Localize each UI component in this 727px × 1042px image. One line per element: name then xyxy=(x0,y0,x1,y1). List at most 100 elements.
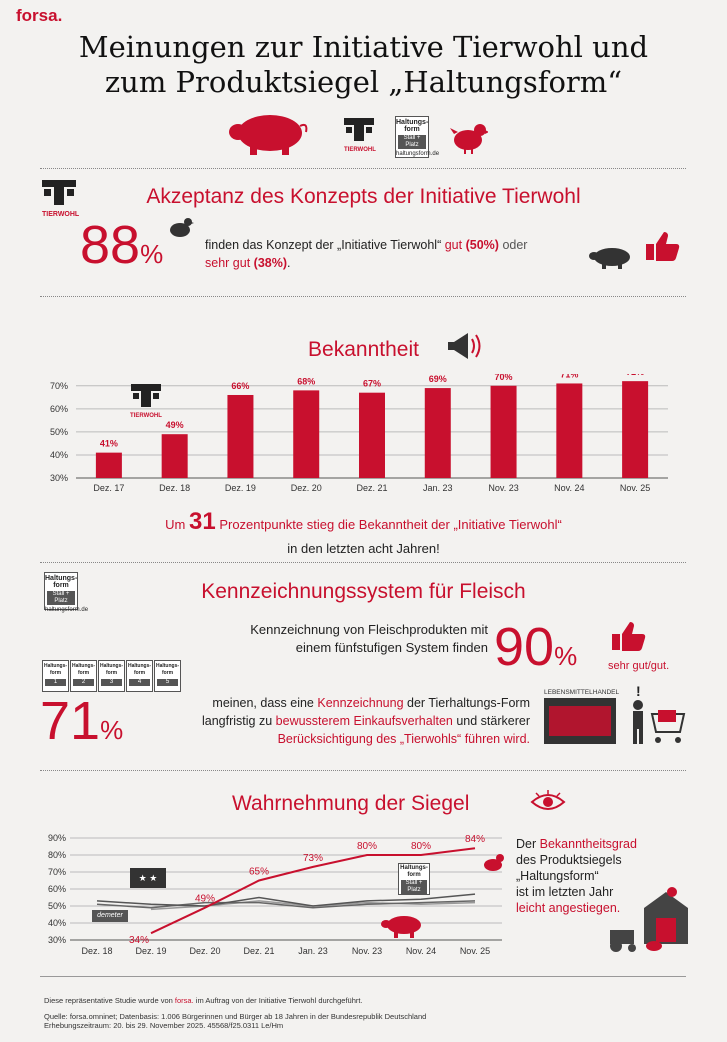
summary-number: 31 xyxy=(188,508,216,535)
seal-sub: Stall + Platz xyxy=(398,135,426,149)
tierwohl-logo-text: TIERWOHL xyxy=(344,147,376,153)
footer-forsa: forsa. xyxy=(174,996,194,1005)
line-xtick-label: Dez. 19 xyxy=(135,946,166,956)
label90-line2: einem fünfstufigen System finden xyxy=(295,640,488,655)
s4-text-a: Der xyxy=(516,837,537,851)
demeter-seal: demeter xyxy=(92,910,128,922)
haltungsform-seal-icon: Haltungs-form Stall + Platz haltungsform… xyxy=(395,116,440,158)
divider-5 xyxy=(40,976,686,977)
seal4-title: Haltungs-form xyxy=(400,865,428,878)
megaphone-icon xyxy=(448,333,481,359)
bar xyxy=(490,385,517,478)
line-xtick-label: Nov. 25 xyxy=(460,946,490,956)
seal-level-4: Haltungs-form 4 xyxy=(126,660,153,692)
seal-url: haltungsform.de xyxy=(396,151,440,157)
store-icon: LEBENSMITTELHANDEL xyxy=(544,689,620,745)
bar-ytick-label: 60% xyxy=(50,404,68,414)
acceptance-gut-pct: (50%) xyxy=(465,238,499,252)
s4-text-b: Bekanntheitsgrad xyxy=(539,837,637,851)
bar-xtick-label: Dez. 18 xyxy=(159,483,190,493)
tierwohl-logo-icon: TIERWOHL xyxy=(344,118,376,153)
bio-seal-icon: ★ ★ xyxy=(130,868,166,888)
seal-level-number: 1 xyxy=(45,679,66,686)
bar-ytick-label: 40% xyxy=(50,450,68,460)
seal-level-1: Haltungs-form 1 xyxy=(42,660,69,692)
seal-level-title: Haltungs-form xyxy=(155,663,180,676)
bar-xtick-label: Nov. 23 xyxy=(488,483,518,493)
line-series-haltungsform xyxy=(150,847,476,935)
seal-level-title: Haltungs-form xyxy=(71,663,96,676)
chicken-small-icon xyxy=(170,218,194,237)
line-data-label: 80% xyxy=(411,841,431,852)
value-71-pct: % xyxy=(100,715,124,745)
footer-line1-c: im Auftrag von der Initiative Tierwohl d… xyxy=(195,996,363,1005)
t2-e: bewussterem Einkaufsverhalten xyxy=(275,714,453,728)
divider-4 xyxy=(40,770,686,771)
line-chart-siegel: 30% 40% 50% 60% 70% 80% 90% Dez. 18 Dez. 19 Dez. … xyxy=(48,833,502,956)
seal-level-title: Haltungs-form xyxy=(43,663,68,676)
value-71-text: meinen, dass eine Kennzeichnung der Tier… xyxy=(140,694,530,748)
seal-level-title: Haltungs-form xyxy=(99,663,124,676)
siegel-text: Der Bekanntheitsgrad des Produktsiegels … xyxy=(516,836,637,916)
bar-xtick-label: Nov. 25 xyxy=(620,483,650,493)
summary-b: Prozentpunkte stieg die Bekanntheit der … xyxy=(219,517,562,532)
value-90-pct: % xyxy=(554,641,578,671)
page-title-line2: zum Produktsiegel „Haltungsform“ xyxy=(104,65,623,99)
section3-title: Kennzeichnungssystem für Fleisch xyxy=(201,580,526,603)
bar-data-label: 67% xyxy=(363,379,381,389)
acceptance-number: 88 xyxy=(80,215,141,275)
bar-xtick-label: Nov. 24 xyxy=(554,483,584,493)
line-ytick-label: 50% xyxy=(48,901,66,911)
thumbs-up-icon-2 xyxy=(612,622,646,651)
bar-chart-bekanntheit: 30% 40% 50% 60% 70% 41% Dez. 17 49% Dez. 18 66% De… xyxy=(50,374,668,493)
haltungsform-seal-section3: Haltungs-form Stall + Platz haltungsform… xyxy=(44,572,88,613)
divider-2 xyxy=(40,296,686,297)
pig-small-icon xyxy=(589,248,630,269)
t2-f: und stärkerer xyxy=(456,714,530,728)
bar-xtick-label: Dez. 17 xyxy=(93,483,124,493)
chicken-icon xyxy=(450,124,488,154)
acceptance-text-a: finden das Konzept der „Initiative Tierw… xyxy=(205,238,442,252)
value-71: 71% xyxy=(40,690,123,752)
bar xyxy=(161,434,188,478)
forsa-logo: forsa. xyxy=(16,6,63,25)
acceptance-gut: gut xyxy=(444,238,463,252)
line-xtick-label: Nov. 23 xyxy=(352,946,382,956)
line-ytick-label: 70% xyxy=(48,867,66,877)
section4-title: Wahrnehmung der Siegel xyxy=(232,792,470,815)
store-label: LEBENSMITTELHANDEL xyxy=(544,689,620,696)
seal3-sub: Stall + Platz xyxy=(47,591,75,605)
footer-line2: Quelle: forsa.omninet; Datenbasis: 1.006… xyxy=(44,1012,427,1021)
s4-text-d: „Haltungsform“ xyxy=(516,869,599,883)
value-90-number: 90 xyxy=(494,617,555,677)
bar-data-label: 70% xyxy=(495,374,513,382)
seal3-title: Haltungs-form xyxy=(45,575,78,589)
bar-data-label: 68% xyxy=(297,376,315,386)
tierwohl-logo-chart: TIERWOHL xyxy=(128,384,164,419)
bar-xtick-label: Dez. 20 xyxy=(291,483,322,493)
seal-level-number: 5 xyxy=(157,679,178,686)
line-data-label: 49% xyxy=(195,894,215,905)
thumbs-up-icon xyxy=(646,232,680,261)
bar xyxy=(359,392,385,478)
divider-3 xyxy=(40,562,686,563)
line-xtick-label: Jan. 23 xyxy=(298,946,328,956)
line-ytick-label: 80% xyxy=(48,850,66,860)
tierwohl-logo-section1: TIERWOHL xyxy=(42,180,79,218)
bar xyxy=(227,394,254,478)
line-xtick-label: Dez. 21 xyxy=(243,946,274,956)
t2-c: der Tierhaltungs-Form xyxy=(407,696,530,710)
s4-text-c: des Produktsiegels xyxy=(516,853,622,867)
footer-line3: Erhebungszeitraum: 20. bis 29. November … xyxy=(44,1021,284,1030)
five-seals-row: Haltungs-form 1 Haltungs-form 2 Haltungs-for… xyxy=(42,660,184,692)
line-ytick-label: 30% xyxy=(48,935,66,945)
bar-ytick-label: 70% xyxy=(50,381,68,391)
bar-xtick-label: Jan. 23 xyxy=(423,483,453,493)
bar-data-label: 71% xyxy=(560,374,578,379)
eye-icon xyxy=(530,790,566,810)
value-71-number: 71 xyxy=(40,691,101,751)
line-data-label: 73% xyxy=(303,853,323,864)
line-series-demeter xyxy=(96,900,476,909)
label90-text: Kennzeichnung von Fleischprodukten mit e… xyxy=(200,621,488,657)
value-90-label: sehr gut/gut. xyxy=(608,660,670,672)
